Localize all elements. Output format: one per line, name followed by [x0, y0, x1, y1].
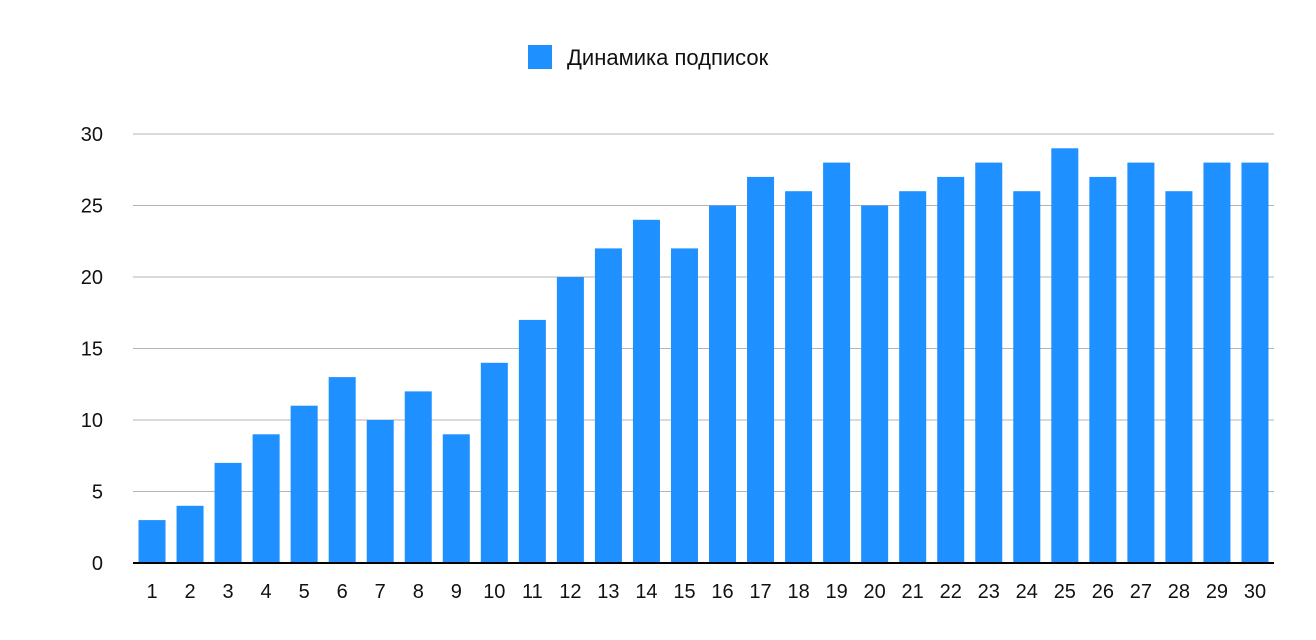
bar	[975, 162, 1003, 563]
y-tick-label: 20	[81, 267, 103, 289]
x-tick-label: 13	[597, 581, 619, 603]
bar	[290, 405, 318, 563]
x-tick-label: 6	[337, 581, 348, 603]
x-tick-label: 28	[1168, 581, 1190, 603]
bar	[328, 377, 356, 563]
y-tick-label: 10	[81, 410, 103, 432]
x-tick-label: 12	[559, 581, 581, 603]
x-tick-label: 18	[787, 581, 809, 603]
legend-swatch	[528, 45, 552, 69]
y-tick-label: 0	[92, 553, 103, 575]
bar	[1203, 162, 1231, 563]
x-tick-label: 9	[451, 581, 462, 603]
bar	[709, 205, 737, 563]
bar	[1089, 176, 1117, 563]
bar	[747, 176, 775, 563]
x-tick-label: 10	[483, 581, 505, 603]
x-tick-label: 24	[1016, 581, 1038, 603]
bar	[252, 434, 280, 563]
x-tick-label: 2	[184, 581, 195, 603]
bar	[518, 319, 546, 563]
bar	[480, 362, 508, 563]
bar	[1051, 148, 1079, 564]
bar	[861, 205, 889, 563]
legend-label: Динамика подписок	[567, 45, 769, 70]
bar	[937, 176, 965, 563]
bar	[556, 277, 584, 563]
bar	[1241, 162, 1269, 563]
x-tick-label: 25	[1054, 581, 1076, 603]
x-tick-label: 7	[375, 581, 386, 603]
x-tick-label: 27	[1130, 581, 1152, 603]
legend: Динамика подписок	[528, 45, 769, 70]
bar	[366, 420, 394, 563]
bar	[823, 162, 851, 563]
x-tick-label: 15	[673, 581, 695, 603]
bar	[1127, 162, 1155, 563]
bar	[899, 191, 927, 563]
x-tick-label: 11	[522, 581, 543, 603]
x-axis-ticks: 1 2 3 4 5 6 7 8 9 10 11 12 13 14 15 16 17 18 19 20 21 22 23 24 2…	[146, 581, 1266, 603]
x-tick-label: 8	[413, 581, 424, 603]
y-tick-label: 15	[81, 339, 103, 361]
x-tick-label: 23	[978, 581, 1000, 603]
bar	[632, 219, 660, 564]
x-tick-label: 26	[1092, 581, 1114, 603]
x-tick-label: 14	[635, 581, 657, 603]
x-tick-label: 29	[1206, 581, 1228, 603]
y-tick-label: 5	[92, 482, 103, 504]
x-tick-label: 16	[711, 581, 733, 603]
gridlines	[133, 133, 1274, 492]
x-tick-label: 17	[749, 581, 771, 603]
bar	[1165, 191, 1193, 563]
x-tick-label: 4	[261, 581, 272, 603]
x-tick-label: 30	[1244, 581, 1266, 603]
x-tick-label: 1	[146, 581, 157, 603]
bar	[594, 248, 622, 563]
y-tick-label: 30	[81, 124, 103, 146]
x-tick-label: 3	[223, 581, 234, 603]
x-tick-label: 5	[299, 581, 310, 603]
bar	[404, 391, 432, 563]
y-tick-label: 25	[81, 196, 103, 218]
bars	[138, 148, 1269, 564]
x-tick-label: 20	[864, 581, 886, 603]
y-axis-ticks: 0 5 10 15 20 25 30	[81, 124, 103, 575]
x-tick-label: 19	[825, 581, 847, 603]
bar	[176, 505, 204, 563]
bar	[670, 248, 698, 563]
bar	[138, 520, 166, 563]
bar	[1013, 191, 1041, 563]
bar	[442, 434, 470, 563]
bar	[785, 191, 813, 563]
x-tick-label: 22	[940, 581, 962, 603]
x-tick-label: 21	[902, 581, 924, 603]
bar	[214, 462, 242, 563]
